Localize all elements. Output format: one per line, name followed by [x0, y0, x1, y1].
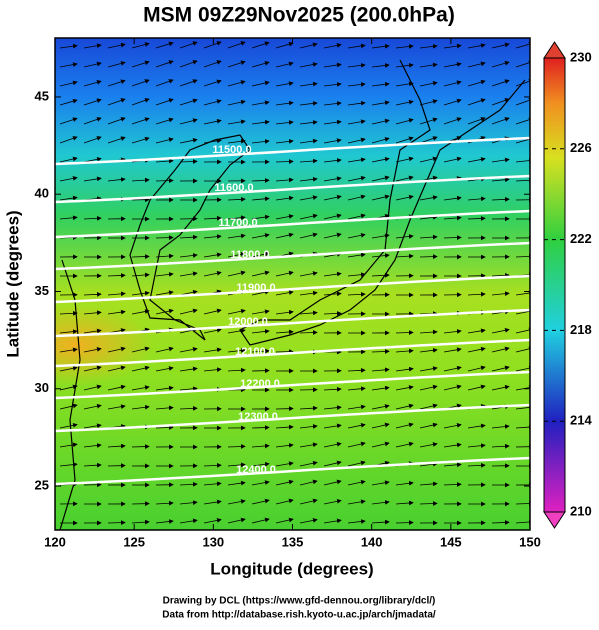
contour-label: 11900.0 — [236, 282, 275, 294]
colorbar-tick-label: 210 — [570, 503, 592, 518]
wind-arrow — [276, 351, 293, 352]
colorbar-tick-label: 214 — [570, 413, 592, 428]
y-tick-label: 45 — [35, 88, 49, 103]
y-axis-label: Latitude (degrees) — [3, 210, 22, 357]
contour-label: 12300.0 — [238, 411, 278, 423]
wind-arrow — [252, 427, 269, 428]
y-tick-label: 40 — [35, 186, 49, 201]
wind-arrow — [156, 180, 173, 181]
wind-arrow — [108, 522, 125, 523]
x-tick-label: 120 — [44, 534, 66, 549]
y-tick-label: 25 — [35, 477, 49, 492]
colorbar-tick-label: 218 — [570, 322, 592, 337]
y-tick-label: 30 — [35, 380, 49, 395]
colorbar — [544, 58, 565, 512]
colorbar-tick-label: 230 — [570, 49, 592, 64]
x-tick-label: 130 — [202, 534, 224, 549]
contour-label: 12000.0 — [228, 316, 268, 328]
x-axis-label: Longitude (degrees) — [210, 559, 373, 578]
x-tick-label: 125 — [123, 534, 145, 549]
contour-label: 11700.0 — [218, 217, 257, 229]
x-tick-label: 150 — [519, 534, 541, 549]
wind-arrow — [132, 446, 149, 447]
contour-label: 12400.0 — [236, 464, 276, 476]
contour-label: 12100.0 — [235, 346, 275, 358]
wind-arrow — [132, 256, 149, 257]
field — [55, 38, 530, 530]
wind-arrow — [396, 522, 413, 523]
footer-line: Data from http://database.rish.kyoto-u.a… — [162, 610, 436, 621]
y-tick-label: 35 — [35, 283, 49, 298]
colorbar-tick-label: 222 — [570, 231, 592, 246]
contour-label: 12200.0 — [240, 378, 280, 390]
colorbar-max-arrow — [544, 42, 565, 58]
contour-label: 11800.0 — [230, 249, 269, 261]
x-tick-label: 140 — [361, 534, 383, 549]
colorbar-tick-label: 226 — [570, 140, 592, 155]
x-tick-label: 135 — [282, 534, 304, 549]
contour-label: 11600.0 — [214, 182, 253, 194]
footer-line: Drawing by DCL (https://www.gfd-dennou.o… — [163, 596, 436, 607]
contour-label: 11500.0 — [212, 144, 251, 156]
title: MSM 09Z29Nov2025 (200.0hPa) — [143, 4, 455, 27]
plot-area: 11500.0 11600.0 11700.0 11800.0 11900.0 12000… — [0, 38, 533, 530]
x-tick-label: 145 — [440, 534, 462, 549]
colorbar-min-arrow — [544, 512, 565, 528]
